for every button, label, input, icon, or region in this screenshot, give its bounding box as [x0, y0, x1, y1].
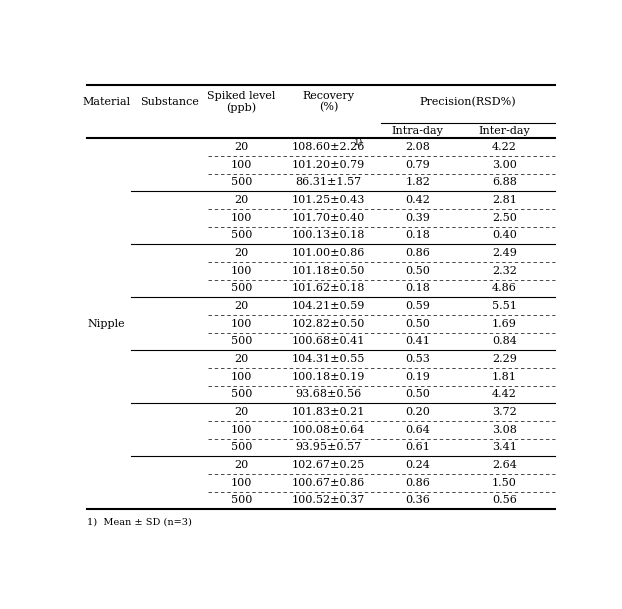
- Text: 101.70±0.40: 101.70±0.40: [292, 213, 365, 223]
- Text: 0.86: 0.86: [405, 248, 430, 258]
- Text: 500: 500: [231, 389, 253, 400]
- Text: 5.51: 5.51: [492, 301, 517, 311]
- Text: 101.20±0.79: 101.20±0.79: [292, 160, 365, 170]
- Text: 100: 100: [231, 160, 253, 170]
- Text: Inter-day: Inter-day: [478, 126, 530, 136]
- Text: 101.18±0.50: 101.18±0.50: [292, 266, 365, 276]
- Text: 1)  Mean ± SD (n=3): 1) Mean ± SD (n=3): [87, 518, 192, 527]
- Text: 0.20: 0.20: [405, 407, 430, 417]
- Text: 100.67±0.86: 100.67±0.86: [292, 477, 365, 488]
- Text: 0.53: 0.53: [405, 354, 430, 364]
- Text: 1.69: 1.69: [492, 319, 517, 329]
- Text: 3.72: 3.72: [492, 407, 517, 417]
- Text: 2.50: 2.50: [492, 213, 517, 223]
- Text: 0.36: 0.36: [405, 495, 430, 505]
- Text: 0.24: 0.24: [405, 460, 430, 470]
- Text: 93.68±0.56: 93.68±0.56: [295, 389, 361, 400]
- Text: 20: 20: [234, 301, 249, 311]
- Text: 20: 20: [234, 248, 249, 258]
- Text: 0.64: 0.64: [405, 424, 430, 435]
- Text: 93.95±0.57: 93.95±0.57: [295, 442, 361, 452]
- Text: 3.08: 3.08: [492, 424, 517, 435]
- Text: Spiked level
(ppb): Spiked level (ppb): [208, 91, 276, 113]
- Text: 0.61: 0.61: [405, 442, 430, 452]
- Text: 20: 20: [234, 460, 249, 470]
- Text: 2.32: 2.32: [492, 266, 517, 276]
- Text: 500: 500: [231, 336, 253, 347]
- Text: 6.88: 6.88: [492, 177, 517, 188]
- Text: 0.59: 0.59: [405, 301, 430, 311]
- Text: 500: 500: [231, 495, 253, 505]
- Text: 100.68±0.41: 100.68±0.41: [292, 336, 365, 347]
- Text: Precision(RSD%): Precision(RSD%): [420, 97, 516, 107]
- Text: 0.40: 0.40: [492, 230, 517, 241]
- Text: 101.62±0.18: 101.62±0.18: [292, 283, 365, 294]
- Text: 500: 500: [231, 442, 253, 452]
- Text: 4.22: 4.22: [492, 142, 517, 152]
- Text: 0.79: 0.79: [405, 160, 430, 170]
- Text: 0.86: 0.86: [405, 477, 430, 488]
- Text: 2.29: 2.29: [492, 354, 517, 364]
- Text: 108.60±2.26: 108.60±2.26: [292, 142, 365, 152]
- Text: 0.50: 0.50: [405, 266, 430, 276]
- Text: 100: 100: [231, 319, 253, 329]
- Text: 0.18: 0.18: [405, 230, 430, 241]
- Text: 104.31±0.55: 104.31±0.55: [292, 354, 365, 364]
- Text: 2.81: 2.81: [492, 195, 517, 205]
- Text: 3.41: 3.41: [492, 442, 517, 452]
- Text: 100.08±0.64: 100.08±0.64: [292, 424, 365, 435]
- Text: 102.82±0.50: 102.82±0.50: [292, 319, 365, 329]
- Text: 2.49: 2.49: [492, 248, 517, 258]
- Text: 0.19: 0.19: [405, 371, 430, 382]
- Text: 0.41: 0.41: [405, 336, 430, 347]
- Text: 2.08: 2.08: [405, 142, 430, 152]
- Text: 500: 500: [231, 230, 253, 241]
- Text: 1): 1): [353, 138, 363, 147]
- Text: 20: 20: [234, 142, 249, 152]
- Text: 100.13±0.18: 100.13±0.18: [292, 230, 365, 241]
- Text: 20: 20: [234, 195, 249, 205]
- Text: 0.84: 0.84: [492, 336, 517, 347]
- Text: 20: 20: [234, 354, 249, 364]
- Text: 0.18: 0.18: [405, 283, 430, 294]
- Text: 100: 100: [231, 477, 253, 488]
- Text: 1.50: 1.50: [492, 477, 517, 488]
- Text: 1.81: 1.81: [492, 371, 517, 382]
- Text: Nipple: Nipple: [88, 319, 126, 329]
- Text: 4.86: 4.86: [492, 283, 517, 294]
- Text: 100: 100: [231, 424, 253, 435]
- Text: Recovery
(%): Recovery (%): [302, 91, 355, 113]
- Text: 100: 100: [231, 371, 253, 382]
- Text: 102.67±0.25: 102.67±0.25: [292, 460, 365, 470]
- Text: 100: 100: [231, 266, 253, 276]
- Text: 0.39: 0.39: [405, 213, 430, 223]
- Text: 4.42: 4.42: [492, 389, 517, 400]
- Text: 100.18±0.19: 100.18±0.19: [292, 371, 365, 382]
- Text: 500: 500: [231, 177, 253, 188]
- Text: Material: Material: [83, 97, 131, 107]
- Text: 0.50: 0.50: [405, 389, 430, 400]
- Text: 500: 500: [231, 283, 253, 294]
- Text: 0.42: 0.42: [405, 195, 430, 205]
- Text: 101.25±0.43: 101.25±0.43: [292, 195, 365, 205]
- Text: Substance: Substance: [140, 97, 199, 107]
- Text: 101.83±0.21: 101.83±0.21: [292, 407, 365, 417]
- Text: 3.00: 3.00: [492, 160, 517, 170]
- Text: 0.56: 0.56: [492, 495, 517, 505]
- Text: 0.50: 0.50: [405, 319, 430, 329]
- Text: 86.31±1.57: 86.31±1.57: [295, 177, 361, 188]
- Text: 101.00±0.86: 101.00±0.86: [292, 248, 365, 258]
- Text: Intra-day: Intra-day: [392, 126, 443, 136]
- Text: 100.52±0.37: 100.52±0.37: [292, 495, 365, 505]
- Text: 100: 100: [231, 213, 253, 223]
- Text: 2.64: 2.64: [492, 460, 517, 470]
- Text: 104.21±0.59: 104.21±0.59: [292, 301, 365, 311]
- Text: 20: 20: [234, 407, 249, 417]
- Text: 1.82: 1.82: [405, 177, 430, 188]
